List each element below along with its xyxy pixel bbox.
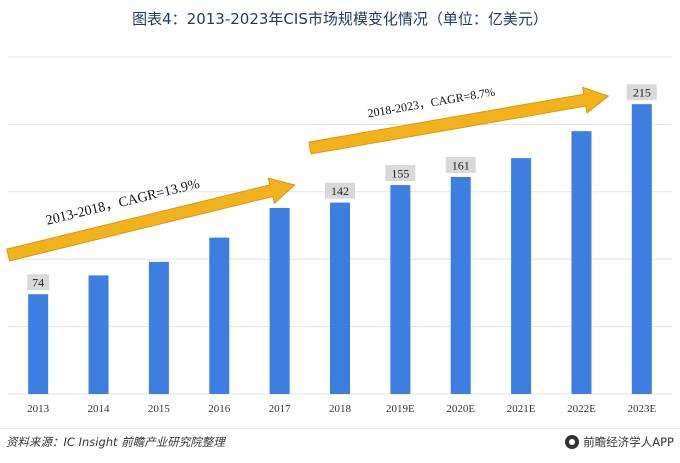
brand-credit: 前瞻经济学人APP xyxy=(565,434,674,450)
bar-2019E xyxy=(390,185,411,394)
value-label: 155 xyxy=(391,167,409,181)
brand-name: 前瞻经济学人APP xyxy=(583,435,674,449)
value-label-layer: 74 142 155 161 215 xyxy=(27,84,657,291)
source-note: 资料来源：IC Insight 前瞻产业研究院整理 xyxy=(6,435,225,449)
value-label: 142 xyxy=(331,184,349,198)
value-label-bg xyxy=(385,165,416,182)
footer-divider xyxy=(0,428,680,429)
bar-2023E xyxy=(631,104,652,395)
bar-2016 xyxy=(209,237,230,394)
bar-2020E xyxy=(450,176,471,394)
x-tick-label: 2013 xyxy=(27,403,50,415)
value-label-bg xyxy=(27,274,50,291)
x-tick-label: 2019E xyxy=(386,403,415,415)
x-tick-label: 2017 xyxy=(269,403,292,415)
bar-layer xyxy=(28,104,652,395)
x-tick-label: 2023E xyxy=(627,403,656,415)
value-label-bg xyxy=(325,182,355,199)
value-label: 215 xyxy=(633,86,651,100)
bar-2017 xyxy=(269,207,290,394)
x-tick-label: 2020E xyxy=(446,403,475,415)
x-tick-label: 2015 xyxy=(148,403,171,415)
x-tick-label: 2022E xyxy=(567,403,596,415)
bar-2015 xyxy=(148,261,169,394)
chart-title: 图表4：2013-2023年CIS市场规模变化情况（单位：亿美元） xyxy=(132,10,548,28)
value-label-bg xyxy=(626,84,657,101)
brand-logo-icon xyxy=(565,435,580,449)
x-tick-label: 2018 xyxy=(329,403,352,415)
bar-2018 xyxy=(330,202,350,394)
x-tick-label: 2016 xyxy=(208,403,231,415)
value-label: 74 xyxy=(32,276,44,290)
value-label: 161 xyxy=(452,158,470,172)
x-tick-layer: 2013 2014 2015 2016 2017 2018 2019E 2020E 2021E 2… xyxy=(27,403,656,415)
bar-2014 xyxy=(88,275,109,394)
bar-2021E xyxy=(511,158,532,394)
bar-2022E xyxy=(571,131,592,394)
value-label-bg xyxy=(445,156,476,173)
x-tick-label: 2021E xyxy=(507,403,536,415)
x-tick-label: 2014 xyxy=(88,403,111,415)
cagr-arrow xyxy=(6,177,296,262)
cagr-arrow xyxy=(308,86,610,155)
bar-2013 xyxy=(28,294,49,394)
